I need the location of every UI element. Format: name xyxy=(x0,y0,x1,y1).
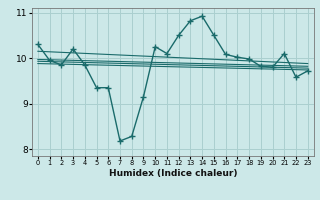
X-axis label: Humidex (Indice chaleur): Humidex (Indice chaleur) xyxy=(108,169,237,178)
